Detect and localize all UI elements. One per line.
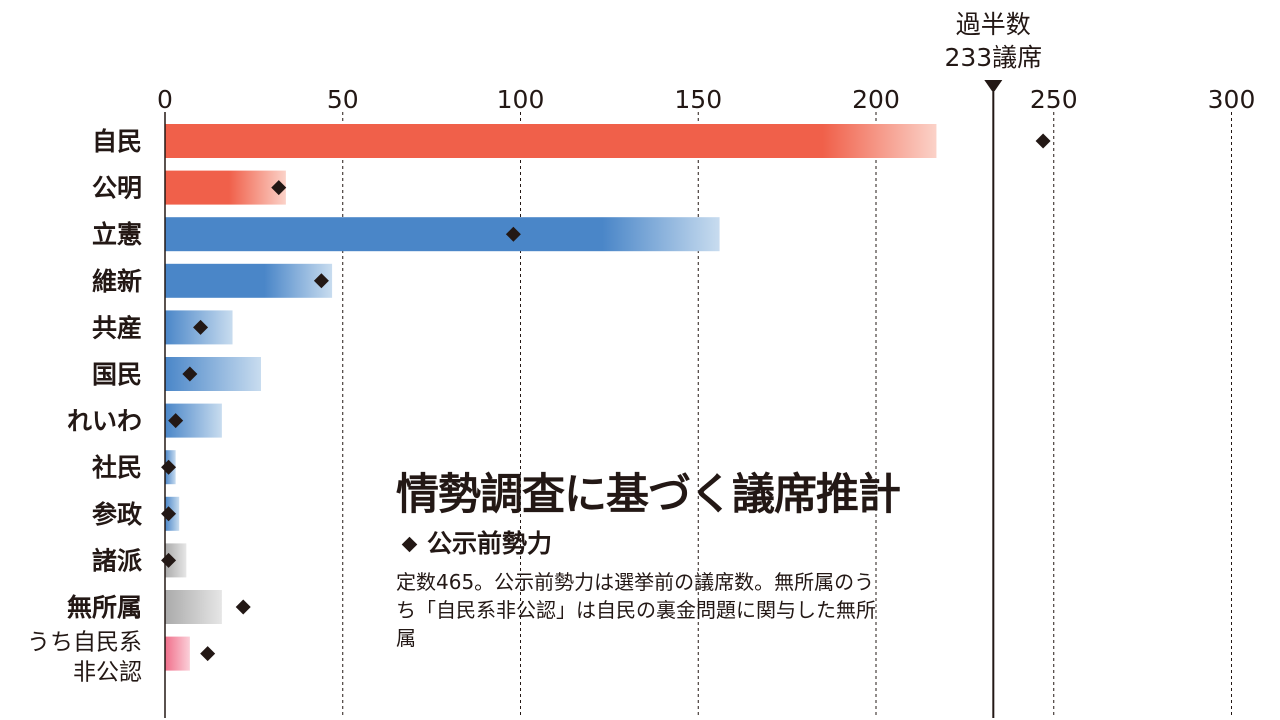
category-label: 社民: [92, 453, 142, 482]
category-label: 諸派: [92, 546, 142, 575]
category-label: うち自民系: [27, 630, 142, 656]
chart-note: 定数465。公示前勢力は選挙前の議席数。無所属のうち「自民系非公認」は自民の裏金…: [396, 570, 876, 650]
majority-triangle-icon: [984, 80, 1003, 93]
legend-label: 公示前勢力: [427, 529, 553, 558]
category-label: 立憲: [92, 220, 142, 249]
category-label: 公明: [92, 174, 142, 203]
pre-election-marker-1: [271, 180, 287, 196]
majority-label: 過半数: [956, 10, 1031, 39]
pre-election-marker-9: [161, 552, 177, 568]
pre-election-marker-6: [168, 413, 184, 429]
category-label: 自民: [92, 127, 142, 156]
chart-info-panel: 情勢調査に基づく議席推計 公示前勢力 定数465。公示前勢力は選挙前の議席数。無…: [396, 470, 996, 652]
pre-election-marker-0: [1035, 133, 1051, 149]
majority-reference: 過半数 233議席: [944, 10, 1042, 718]
pre-election-markers: [161, 133, 1051, 662]
x-tick-label: 300: [1208, 85, 1256, 114]
majority-label: 233議席: [944, 43, 1042, 72]
x-tick-label: 50: [327, 85, 359, 114]
pre-election-marker-2: [505, 226, 521, 242]
bar-0: [165, 124, 937, 158]
x-tick-label: 200: [852, 85, 900, 114]
bar-3: [165, 263, 333, 298]
pre-election-marker-7: [161, 459, 177, 475]
category-label: 国民: [92, 360, 142, 389]
chart-title: 情勢調査に基づく議席推計: [396, 470, 901, 520]
x-tick-label: 100: [497, 85, 545, 114]
category-label: 参政: [92, 500, 143, 529]
x-tick-label: 250: [1030, 85, 1078, 114]
pre-election-marker-10: [235, 599, 251, 615]
bar-10: [165, 590, 222, 624]
pre-election-marker-11: [200, 646, 216, 662]
pre-election-marker-5: [182, 366, 198, 382]
gridlines: [342, 112, 1232, 718]
bar-1: [165, 170, 286, 205]
pre-election-marker-8: [161, 506, 177, 522]
bars: [165, 124, 937, 671]
bar-5: [165, 357, 261, 391]
category-label: 非公認: [73, 660, 142, 686]
x-tick-label: 0: [157, 85, 173, 114]
pre-election-marker-4: [193, 319, 209, 335]
category-label: 無所属: [67, 593, 142, 622]
bar-11: [165, 636, 190, 671]
category-label: 維新: [92, 267, 142, 296]
pre-election-marker-3: [313, 273, 329, 289]
x-axis: 0 50 100 150 200 250 300: [157, 85, 1255, 718]
category-label: 共産: [92, 313, 142, 342]
category-label: れいわ: [67, 407, 142, 436]
diamond-icon: [401, 536, 418, 552]
bar-2: [165, 217, 720, 252]
legend: 公示前勢力: [396, 526, 996, 562]
x-tick-label: 150: [674, 85, 722, 114]
